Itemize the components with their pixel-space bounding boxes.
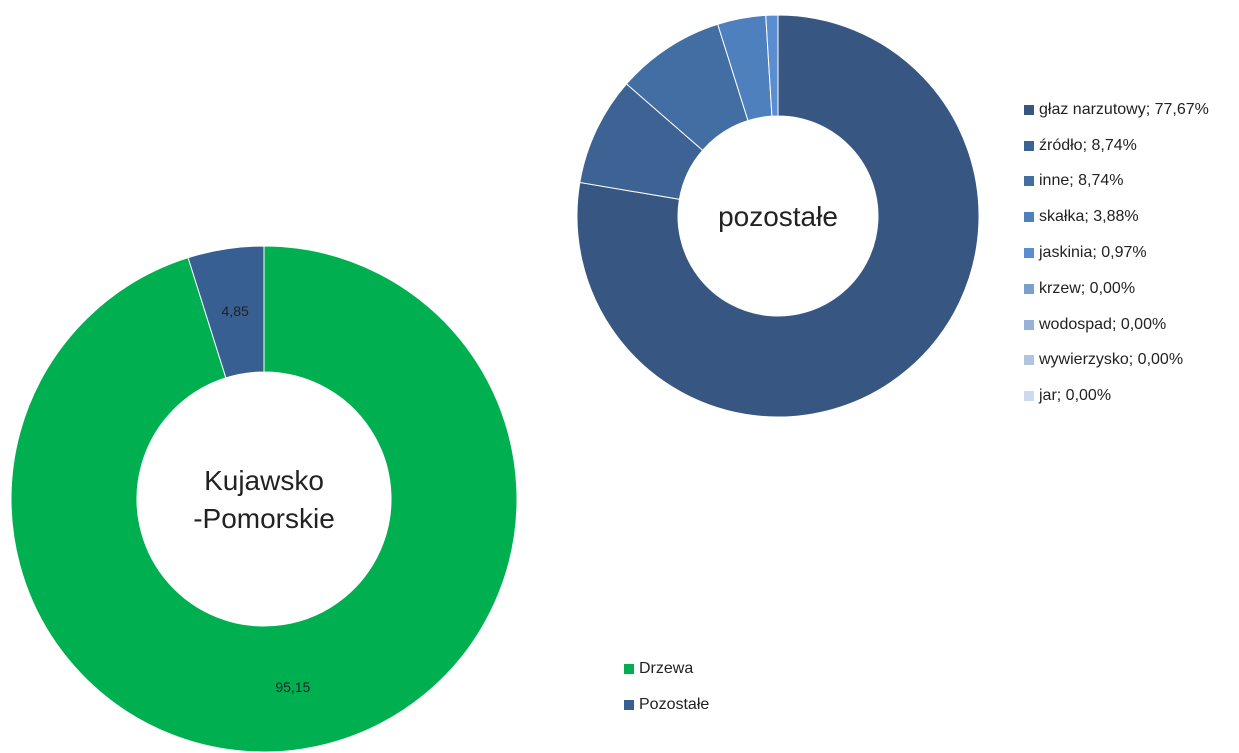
donut-pozostale: pozostałe: [576, 14, 980, 418]
legend-label: skałka; 3,88%: [1039, 208, 1139, 226]
legend-label: Pozostałe: [639, 695, 710, 713]
legend-item: źródło; 8,74%: [1024, 128, 1209, 164]
data-label-drzewa: 95,15: [275, 679, 310, 695]
legend-swatch: [1024, 283, 1034, 294]
legend-swatch: [1024, 391, 1034, 402]
legend-kujawsko-pomorskie: Drzewa Pozostałe: [624, 651, 709, 723]
legend-swatch: [1024, 104, 1034, 115]
donut-slice-jaskinia: [765, 14, 779, 117]
legend-swatch: [624, 699, 634, 710]
center-label-line: pozostałe: [718, 201, 838, 232]
legend-item: głaz narzutowy; 77,67%: [1024, 92, 1209, 128]
legend-label: inne; 8,74%: [1039, 172, 1124, 190]
donut-slice-pozostale: [187, 245, 265, 379]
legend-item: wywierzysko; 0,00%: [1024, 343, 1209, 379]
legend-swatch: [624, 663, 634, 674]
donut-slice-drzewa: [10, 245, 518, 753]
legend-label: wywierzysko; 0,00%: [1039, 351, 1184, 369]
legend-item: Drzewa: [624, 651, 709, 687]
legend-item: jar; 0,00%: [1024, 378, 1209, 414]
legend-label: źródło; 8,74%: [1039, 136, 1137, 154]
data-label-pozostale: 4,85: [222, 303, 249, 319]
legend-swatch: [1024, 319, 1034, 330]
legend-item: skałka; 3,88%: [1024, 199, 1209, 235]
legend-label: Drzewa: [639, 659, 694, 677]
legend-label: jar; 0,00%: [1039, 387, 1112, 405]
legend-item: wodospad; 0,00%: [1024, 307, 1209, 343]
center-label-line: -Pomorskie: [193, 503, 335, 534]
legend-label: głaz narzutowy; 77,67%: [1039, 100, 1209, 118]
legend-swatch: [1024, 212, 1034, 223]
legend-swatch: [1024, 248, 1034, 259]
donut-slice-glaz-narzutowy: [576, 14, 980, 418]
donut-kujawsko-pomorskie: 95,15 4,85 Kujawsko -Pomorskie: [10, 245, 518, 753]
legend-label: jaskinia; 0,97%: [1039, 244, 1147, 262]
legend-swatch: [1024, 140, 1034, 151]
legend-item: Pozostałe: [624, 687, 709, 723]
legend-item: krzew; 0,00%: [1024, 271, 1209, 307]
legend-item: inne; 8,74%: [1024, 164, 1209, 200]
legend-swatch: [1024, 355, 1034, 366]
center-label-line: Kujawsko: [204, 465, 324, 496]
legend-pozostale: głaz narzutowy; 77,67% źródło; 8,74% inne;…: [1024, 92, 1209, 414]
legend-label: krzew; 0,00%: [1039, 279, 1136, 297]
legend-label: wodospad; 0,00%: [1039, 315, 1167, 333]
legend-swatch: [1024, 176, 1034, 187]
legend-item: jaskinia; 0,97%: [1024, 235, 1209, 271]
